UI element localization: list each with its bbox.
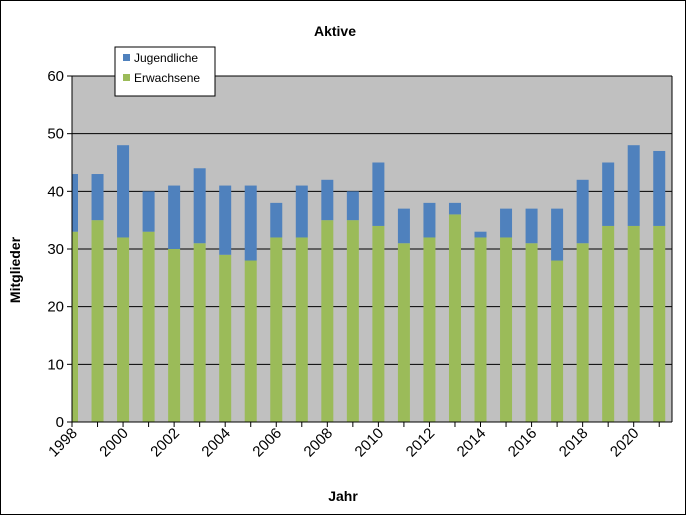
bar-jugendliche-2010 <box>372 162 385 226</box>
y-tick-label: 30 <box>47 241 64 258</box>
bar-jugendliche-2021 <box>653 150 666 226</box>
x-tick-label: 2000 <box>96 425 132 461</box>
x-axis-label: Jahr <box>328 488 358 504</box>
bar-jugendliche-2000 <box>117 145 130 238</box>
bar-erwachsene-2021 <box>653 225 666 422</box>
bar-erwachsene-2006 <box>270 237 283 422</box>
x-tick-label: 2018 <box>556 425 592 461</box>
bar-erwachsene-1999 <box>91 220 104 422</box>
x-tick-label: 2004 <box>198 425 234 461</box>
bar-jugendliche-2017 <box>551 208 564 261</box>
x-tick-label: 1998 <box>45 425 81 461</box>
x-tick-label: 2014 <box>454 425 490 461</box>
legend-box <box>114 46 216 97</box>
bar-erwachsene-2015 <box>500 237 513 422</box>
bar-erwachsene-2003 <box>193 243 206 422</box>
bar-erwachsene-2014 <box>474 237 487 422</box>
bar-jugendliche-2003 <box>193 168 206 244</box>
y-tick-label: 50 <box>47 126 64 143</box>
x-tick-label: 2002 <box>147 425 183 461</box>
legend: Jugendliche Erwachsene <box>114 46 216 97</box>
bar-erwachsene-2007 <box>295 237 308 422</box>
y-tick-label: 10 <box>47 356 64 373</box>
x-tick-label: 2020 <box>607 425 643 461</box>
bar-jugendliche-1999 <box>91 174 104 221</box>
y-tick-labels: 0 10 20 30 40 50 60 <box>47 68 64 431</box>
bar-jugendliche-2005 <box>244 185 257 261</box>
bar-erwachsene-2018 <box>576 243 589 422</box>
bars <box>72 145 666 422</box>
bar-jugendliche-1998 <box>72 174 78 232</box>
bar-jugendliche-2002 <box>168 185 181 249</box>
y-tick-label: 20 <box>47 299 64 316</box>
bar-jugendliche-2014 <box>474 231 487 238</box>
y-axis-label: Mitglieder <box>7 236 23 303</box>
bar-jugendliche-2015 <box>500 208 513 238</box>
bar-erwachsene-2013 <box>448 214 461 422</box>
bar-erwachsene-2011 <box>397 243 410 422</box>
bar-erwachsene-2002 <box>168 249 181 422</box>
bar-jugendliche-2009 <box>346 191 359 221</box>
legend-label-erwachsene: Erwachsene <box>134 71 200 85</box>
y-tick-label: 40 <box>47 183 64 200</box>
bar-erwachsene-2001 <box>142 231 155 422</box>
y-tick-label: 60 <box>47 68 64 85</box>
bar-erwachsene-2009 <box>346 220 359 422</box>
bar-jugendliche-2004 <box>219 185 232 255</box>
bar-erwachsene-2010 <box>372 225 385 422</box>
x-tick-label: 2006 <box>249 425 285 461</box>
axes <box>67 75 673 427</box>
bar-erwachsene-2000 <box>117 237 130 422</box>
bar-erwachsene-2020 <box>627 225 640 422</box>
bar-erwachsene-2004 <box>219 254 232 422</box>
x-tick-label: 2010 <box>352 425 388 461</box>
chart-title: Aktive <box>314 23 356 39</box>
bar-erwachsene-2005 <box>244 260 257 422</box>
bar-erwachsene-2008 <box>321 220 334 422</box>
bar-jugendliche-2007 <box>295 185 308 238</box>
legend-swatch-erwachsene <box>123 74 130 81</box>
bar-jugendliche-2020 <box>627 145 640 226</box>
bar-erwachsene-2019 <box>602 225 615 422</box>
legend-swatch-jugendliche <box>123 54 130 61</box>
bar-jugendliche-2019 <box>602 162 615 226</box>
bar-erwachsene-2012 <box>423 237 436 422</box>
bar-jugendliche-2012 <box>423 202 436 238</box>
bar-jugendliche-2011 <box>397 208 410 244</box>
bar-jugendliche-2013 <box>448 202 461 215</box>
x-tick-label: 2016 <box>505 425 541 461</box>
legend-label-jugendliche: Jugendliche <box>134 51 198 65</box>
bar-jugendliche-2008 <box>321 179 334 221</box>
bar-erwachsene-2016 <box>525 243 538 422</box>
x-tick-labels: 1998 2000 2002 2004 2006 2008 2010 2012 2014 2016… <box>45 425 642 461</box>
bar-jugendliche-2018 <box>576 179 589 244</box>
x-tick-label: 2008 <box>301 425 337 461</box>
bar-jugendliche-2016 <box>525 208 538 244</box>
y-tick-label: 0 <box>56 414 64 431</box>
bar-jugendliche-2001 <box>142 191 155 232</box>
x-tick-label: 2012 <box>403 425 439 461</box>
bar-erwachsene-2017 <box>551 260 564 422</box>
bar-erwachsene-1998 <box>72 231 78 422</box>
bar-jugendliche-2006 <box>270 202 283 238</box>
